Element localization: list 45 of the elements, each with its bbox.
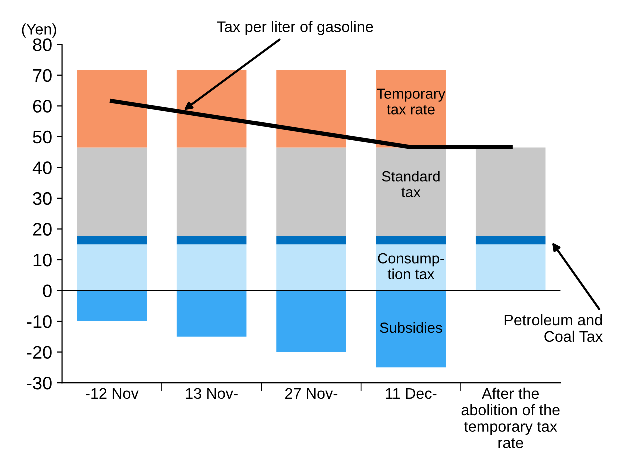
y-axis-title: (Yen): [22, 24, 56, 38]
bar: [77, 148, 148, 236]
y-tick-label: 80: [33, 38, 52, 52]
bar: [77, 236, 148, 245]
series-label: Temporary tax rate: [377, 88, 446, 115]
bar: [176, 236, 247, 245]
bar: [176, 290, 247, 337]
y-tick-label: 60: [33, 100, 52, 113]
bar: [176, 70, 247, 148]
bar: [276, 70, 346, 148]
bar: [77, 70, 148, 148]
y-tick-label: 50: [33, 130, 52, 144]
bar: [276, 244, 346, 291]
y-tick-label: -20: [27, 346, 52, 360]
x-tick-label: -12 Nov: [86, 388, 139, 400]
bar: [376, 290, 446, 368]
series-label: Consump- tion tax: [378, 253, 444, 280]
y-tick-label: 10: [34, 254, 52, 267]
y-tick-label: 30: [33, 192, 52, 206]
y-tick-label: 20: [33, 223, 52, 236]
bar: [476, 236, 546, 245]
bar: [176, 148, 247, 236]
bar: [77, 290, 148, 322]
y-tick-label: -10: [27, 315, 52, 328]
x-tick-label: 13 Nov-: [186, 388, 238, 400]
bar: [77, 244, 148, 291]
bar: [476, 244, 546, 291]
bar: [176, 244, 247, 291]
bar: [276, 236, 346, 245]
series-label: Subsidies: [380, 322, 442, 334]
x-tick-label: After the abolition of the temporary tax rate: [462, 388, 560, 448]
y-tick-label: -30: [27, 376, 52, 390]
bar: [276, 290, 346, 352]
bar: [476, 148, 546, 236]
bar: [376, 148, 446, 236]
bar: [376, 236, 446, 245]
text: Petroleum and Coal Tax: [504, 314, 603, 342]
text: Tax per liter of gasoline: [217, 21, 374, 36]
series-label: Standard tax: [382, 171, 440, 198]
x-tick-label: 27 Nov-: [286, 388, 338, 400]
y-tick-label: 70: [33, 69, 52, 82]
bar: [276, 148, 346, 236]
y-tick-label: 0: [43, 284, 52, 298]
x-tick-label: 11 Dec-: [386, 388, 437, 400]
y-tick-label: 40: [32, 162, 52, 174]
